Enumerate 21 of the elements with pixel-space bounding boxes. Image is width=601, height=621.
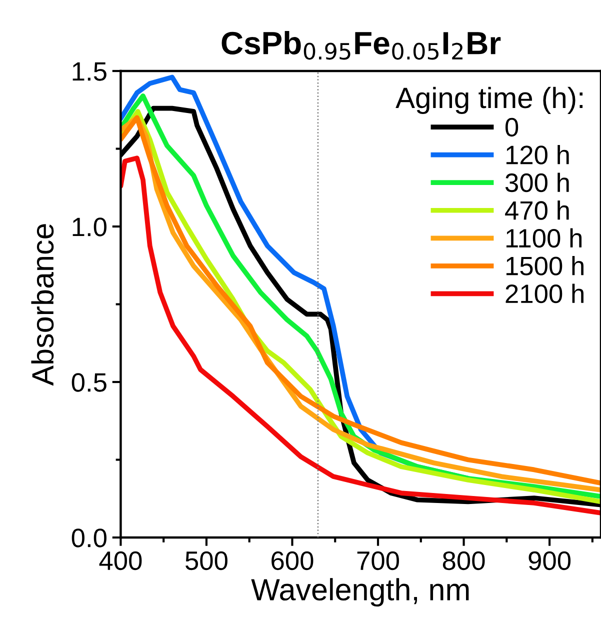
legend-label: 300 h	[505, 172, 569, 192]
y-tick-label: 0.5	[72, 373, 106, 392]
x-axis-title: Wavelength, nm	[251, 578, 469, 607]
legend-label: 0	[505, 118, 518, 137]
y-tick-label: 1.5	[72, 62, 106, 81]
x-tick-label: 700	[357, 551, 399, 570]
y-tick-label: 0.0	[72, 528, 106, 548]
x-tick-label: 500	[186, 551, 228, 570]
y-axis-title: Absorbance	[31, 224, 54, 386]
x-tick-label: 400	[99, 551, 142, 570]
x-tick-label: 800	[442, 551, 485, 570]
legend-label: 2100 h	[506, 284, 584, 304]
x-tick-label: 900	[528, 551, 571, 570]
y-tick-label: 1.0	[72, 218, 106, 236]
legend-label: 1500 h	[506, 256, 584, 276]
legend-title: Aging time (h):	[396, 86, 583, 114]
legend-label: 470 h	[505, 200, 569, 220]
x-tick-label: 600	[272, 551, 314, 570]
legend-label: 120 h	[506, 144, 569, 164]
chart-title: CsPb$_{0.95}$Fe$_{0.05}$I$_{2}$Br	[222, 31, 501, 60]
legend-label: 1100 h	[506, 228, 582, 248]
